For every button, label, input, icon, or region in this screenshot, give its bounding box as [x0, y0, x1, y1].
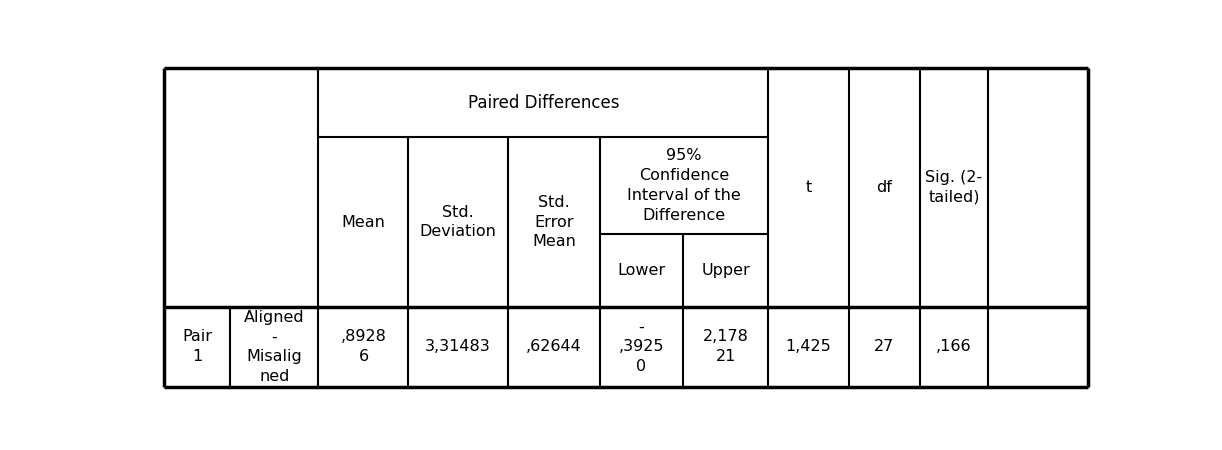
- Text: Std.
Deviation: Std. Deviation: [419, 205, 496, 239]
- Text: Pair
1: Pair 1: [182, 329, 213, 364]
- Text: -
,3925
0: - ,3925 0: [618, 320, 665, 374]
- Text: 95%
Confidence
Interval of the
Difference: 95% Confidence Interval of the Differenc…: [627, 148, 741, 223]
- Text: df: df: [876, 180, 892, 195]
- Text: Sig. (2-
tailed): Sig. (2- tailed): [925, 170, 982, 205]
- Text: Aligned
-
Misalig
ned: Aligned - Misalig ned: [244, 310, 304, 384]
- Text: Paired Differences: Paired Differences: [468, 94, 620, 112]
- Text: ,166: ,166: [936, 339, 971, 354]
- Text: Std.
Error
Mean: Std. Error Mean: [532, 195, 576, 249]
- Text: ,8928
6: ,8928 6: [341, 329, 386, 364]
- Text: 2,178
21: 2,178 21: [703, 329, 749, 364]
- Text: ,62644: ,62644: [525, 339, 582, 354]
- Text: Upper: Upper: [701, 263, 750, 278]
- Text: 1,425: 1,425: [786, 339, 831, 354]
- Text: t: t: [805, 180, 811, 195]
- Text: Lower: Lower: [617, 263, 666, 278]
- Text: 3,31483: 3,31483: [425, 339, 491, 354]
- Text: 27: 27: [874, 339, 895, 354]
- Text: Mean: Mean: [341, 215, 385, 230]
